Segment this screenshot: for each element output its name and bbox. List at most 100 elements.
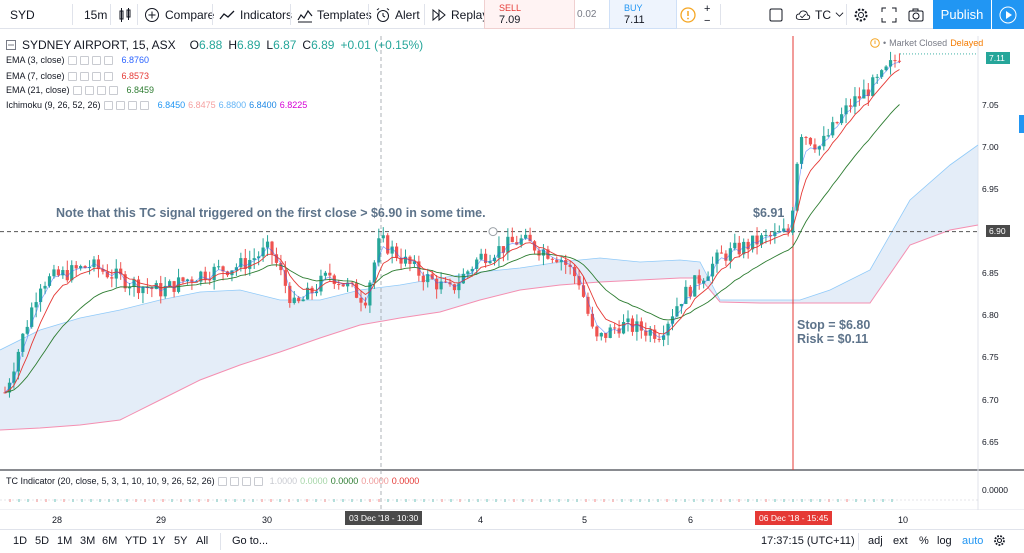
risk-annotation[interactable]: Risk = $0.11 (797, 332, 869, 346)
eye-icon[interactable] (72, 85, 82, 95)
square-icon (769, 8, 783, 21)
publish-button[interactable]: Publish (933, 0, 991, 29)
minus-icon[interactable]: − (704, 14, 711, 27)
c-value: 6.89 (311, 38, 335, 52)
eye-icon[interactable] (67, 55, 77, 65)
candle-body (243, 258, 247, 269)
close-icon[interactable] (103, 55, 113, 65)
candle-body (395, 246, 399, 258)
range-3m[interactable]: 3M (80, 535, 96, 547)
close-icon[interactable] (139, 100, 149, 110)
range-1y[interactable]: 1Y (152, 535, 166, 547)
settings-icon[interactable] (115, 100, 125, 110)
sell-button[interactable]: SELL 7.09 (484, 0, 575, 29)
note-annotation[interactable]: Note that this TC signal triggered on th… (56, 206, 486, 220)
divider (368, 4, 369, 25)
range-1m[interactable]: 1M (57, 535, 73, 547)
settings-icon[interactable] (84, 85, 94, 95)
replay-label[interactable]: Replay (451, 7, 489, 22)
replay-button[interactable]: Replay (431, 0, 488, 29)
compare-button[interactable]: Compare (144, 0, 214, 29)
ema21-legend[interactable]: EMA (21, close) 6.8459 (6, 85, 154, 95)
candle-body (47, 276, 52, 286)
indicators-button[interactable]: Indicators (219, 0, 292, 29)
fullscreen-button[interactable] (881, 0, 897, 29)
eye-icon[interactable] (217, 476, 227, 486)
collapse-icon[interactable] (6, 40, 16, 50)
price-tag-annotation[interactable]: $6.91 (753, 206, 785, 220)
user-label[interactable]: TC (815, 7, 831, 22)
candle-body (813, 144, 817, 150)
more-icon[interactable] (96, 85, 106, 95)
settings-button[interactable] (853, 0, 869, 29)
compare-label[interactable]: Compare (165, 7, 215, 22)
candle-body (613, 327, 617, 329)
ichimoku-legend[interactable]: Ichimoku (9, 26, 52, 26) 6.8450 6.8475 6… (6, 100, 307, 110)
close-icon[interactable] (103, 71, 113, 81)
candle-body (412, 261, 416, 264)
trading-info-button[interactable] (680, 0, 696, 29)
candle-body (782, 228, 786, 232)
price-chart[interactable] (0, 30, 1024, 510)
more-icon[interactable] (91, 55, 101, 65)
templates-button[interactable]: Templates (297, 0, 372, 29)
snapshot-button[interactable] (908, 0, 924, 29)
stop-annotation[interactable]: Stop = $6.80 (797, 318, 871, 332)
ext-toggle[interactable]: ext (893, 535, 908, 547)
symbol-label[interactable]: SYD (10, 7, 35, 22)
play-button[interactable] (991, 0, 1024, 29)
candle-body (74, 265, 78, 269)
ema7-legend[interactable]: EMA (7, close) 6.8573 (6, 71, 149, 81)
clock[interactable]: 17:37:15 (UTC+11) (761, 535, 855, 547)
alarm-clock-icon (376, 7, 390, 22)
ichimoku-span-b-value: 6.8225 (279, 100, 308, 110)
l-label: L (266, 38, 274, 52)
eye-icon[interactable] (67, 71, 77, 81)
candle-body (884, 66, 888, 71)
candles-style-button[interactable] (117, 0, 133, 29)
settings-icon[interactable] (79, 55, 89, 65)
quantity-stepper[interactable]: + − (704, 0, 710, 29)
auto-toggle[interactable]: auto (962, 535, 984, 547)
indicators-label[interactable]: Indicators (240, 7, 293, 22)
goto-button[interactable]: Go to... (232, 535, 269, 547)
settings-icon[interactable] (229, 476, 239, 486)
eye-icon[interactable] (103, 100, 113, 110)
divider (137, 4, 138, 25)
range-ytd[interactable]: YTD (125, 535, 147, 547)
divider (858, 533, 859, 550)
percent-toggle[interactable]: % (919, 535, 929, 547)
templates-label[interactable]: Templates (317, 7, 372, 22)
sell-label: SELL (499, 3, 522, 13)
range-5y[interactable]: 5Y (174, 535, 188, 547)
range-6m[interactable]: 6M (102, 535, 118, 547)
interval-label[interactable]: 15m (84, 7, 108, 22)
close-icon[interactable] (108, 85, 118, 95)
warning-icon (680, 6, 696, 23)
more-icon[interactable] (91, 71, 101, 81)
symbol-search[interactable]: SYD (10, 0, 35, 29)
range-5d[interactable]: 5D (35, 535, 50, 547)
adj-toggle[interactable]: adj (868, 535, 883, 547)
settings-icon[interactable] (79, 71, 89, 81)
gear-settings[interactable] (993, 534, 1006, 550)
range-1d[interactable]: 1D (13, 535, 28, 547)
buy-label: BUY (624, 3, 643, 13)
alert-label[interactable]: Alert (395, 7, 420, 22)
log-toggle[interactable]: log (937, 535, 952, 547)
tc-indicator-legend[interactable]: TC Indicator (20, close, 5, 3, 1, 10, 10… (6, 476, 419, 486)
crosshair-time-label: 03 Dec '18 - 10:30 (345, 511, 423, 525)
interval-selector[interactable]: 15m (84, 0, 107, 29)
alert-button[interactable]: Alert (375, 0, 420, 29)
range-all[interactable]: All (196, 535, 209, 547)
buy-button[interactable]: BUY 7.11 (609, 0, 677, 29)
tc-value-3: 0.0000 (330, 476, 359, 486)
account-menu[interactable]: TC (795, 0, 844, 29)
buy-price: 7.11 (624, 14, 645, 26)
more-icon[interactable] (241, 476, 251, 486)
close-icon[interactable] (253, 476, 263, 486)
plus-icon[interactable]: + (704, 2, 711, 15)
more-icon[interactable] (127, 100, 137, 110)
layout-button[interactable] (768, 0, 784, 29)
ema3-legend[interactable]: EMA (3, close) 6.8760 (6, 55, 149, 65)
